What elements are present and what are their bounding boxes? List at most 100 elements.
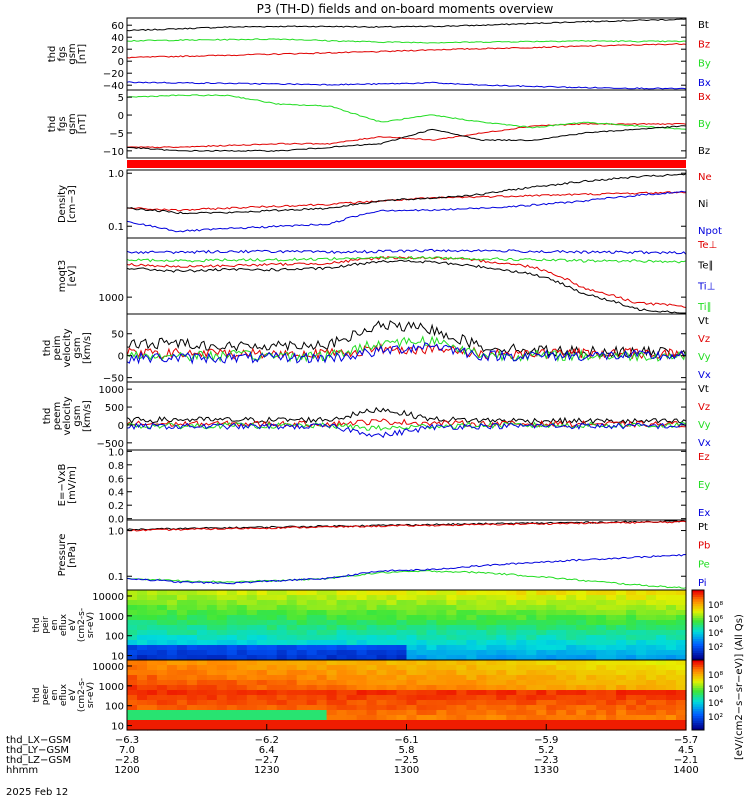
spectrogram-cell	[566, 625, 577, 631]
legend-Ne: Ne	[698, 172, 712, 183]
spectrogram-cell	[646, 725, 657, 731]
spectrogram-cell	[216, 595, 228, 601]
spectrogram-cell	[196, 625, 208, 631]
colorbar-tick-label: 10⁶	[708, 615, 723, 625]
spectrogram-cell	[406, 625, 418, 631]
spectrogram-cell	[147, 620, 158, 626]
panel-frame	[126, 313, 687, 383]
spectrogram-cell	[566, 630, 577, 636]
spectrogram-cell	[266, 675, 278, 681]
spectrogram-cell	[256, 705, 268, 711]
spectrogram-cell	[536, 605, 547, 611]
spectrogram-cell	[137, 655, 148, 661]
spectrogram-cell	[206, 630, 218, 636]
spectrogram-cell	[656, 660, 667, 666]
spectrogram-cell	[147, 710, 158, 716]
colorbar-cell	[692, 611, 704, 614]
colorbar-cell	[692, 650, 704, 654]
spectrogram-cell	[416, 670, 428, 676]
colorbar-cell	[692, 702, 704, 705]
spectrogram-cell	[127, 715, 138, 721]
spectrogram-cell	[506, 675, 517, 681]
spectrogram-cell	[206, 725, 218, 731]
x-tick-label: 1330	[534, 765, 559, 776]
spectrogram-cell	[486, 635, 497, 641]
spectrogram-cell	[506, 715, 517, 721]
colorbar-cell	[692, 664, 704, 668]
spectrogram-cell	[526, 705, 537, 711]
colorbar-label: [eV/(cm2−s−sr−eV)] (All Qs)	[734, 614, 745, 760]
spectrogram-cell	[666, 700, 677, 706]
spectrogram-cell	[556, 705, 567, 711]
spectrogram-cell	[616, 665, 627, 671]
spectrogram-cell	[546, 715, 557, 721]
spectrogram-cell	[246, 590, 258, 596]
panel-frame	[126, 237, 687, 315]
spectrogram-cell	[296, 725, 308, 731]
spectrogram-cell	[137, 630, 148, 636]
spectrogram-cell	[326, 650, 338, 656]
spectrogram-cell	[476, 615, 487, 621]
spectrogram-cell	[466, 615, 477, 621]
spectrogram-cell	[156, 600, 168, 606]
spectrogram-cell	[606, 605, 617, 611]
spectrogram-cell	[386, 700, 398, 706]
spectrogram-cell	[546, 710, 557, 716]
y-tick-label: −40	[103, 81, 124, 92]
spectrogram-cell	[496, 665, 507, 671]
spectrogram-cell	[486, 720, 497, 726]
spectrogram-cell	[646, 590, 657, 596]
spectrogram-cell	[296, 610, 308, 616]
spectrogram-cell	[536, 710, 547, 716]
spectrogram-cell	[346, 640, 358, 646]
y-tick-label: 10000	[92, 592, 124, 603]
spectrogram-cell	[666, 675, 677, 681]
spectrogram-cell	[226, 725, 238, 731]
spectrogram-cell	[646, 680, 657, 686]
spectrogram-cell	[356, 600, 368, 606]
spectrogram-cell	[366, 640, 378, 646]
spectrogram-cell	[626, 620, 637, 626]
spectrogram-cell	[646, 625, 657, 631]
spectrogram-cell	[616, 650, 627, 656]
spectrogram-cell	[147, 610, 158, 616]
spectrogram-cell	[566, 590, 577, 596]
spectrogram-cell	[566, 635, 577, 641]
spectrogram-cell	[186, 600, 198, 606]
spectrogram-cell	[206, 680, 218, 686]
y-axis-label: [km/s]	[82, 400, 93, 432]
spectrogram-cell	[286, 670, 298, 676]
spectrogram-cell	[426, 710, 438, 716]
spectrogram-cell	[526, 645, 537, 651]
spectrogram-cell	[206, 590, 218, 596]
spectrogram-cell	[496, 700, 507, 706]
spectrogram-cell	[656, 675, 667, 681]
spectrogram-cell	[666, 600, 677, 606]
spectrogram-cell	[666, 670, 677, 676]
spectrogram-cell	[476, 695, 487, 701]
spectrogram-cell	[186, 615, 198, 621]
spectrogram-cell	[276, 670, 288, 676]
spectrogram-cell	[196, 685, 208, 691]
legend-Te∥: Te∥	[697, 261, 714, 272]
spectrogram-cell	[646, 610, 657, 616]
spectrogram-cell	[286, 695, 298, 701]
spectrogram-cell	[506, 620, 517, 626]
y-axis-label: [eV]	[67, 266, 78, 287]
spectrogram-cell	[386, 610, 398, 616]
spectrogram-cell	[386, 685, 398, 691]
spectrogram-cell	[336, 650, 348, 656]
spectrogram-cell	[406, 610, 418, 616]
spectrogram-cell	[426, 680, 438, 686]
spectrogram-cell	[156, 640, 168, 646]
series-pressure-1	[126, 520, 687, 532]
spectrogram-cell	[396, 705, 408, 711]
spectrogram-cell	[626, 650, 637, 656]
spectrogram-cell	[476, 645, 487, 651]
spectrogram-cell	[316, 640, 328, 646]
panel-frame	[126, 449, 687, 521]
colorbar-cell	[692, 592, 704, 596]
spectrogram-cell	[506, 700, 517, 706]
spectrogram-cell	[506, 645, 517, 651]
spectrogram-cell	[556, 685, 567, 691]
